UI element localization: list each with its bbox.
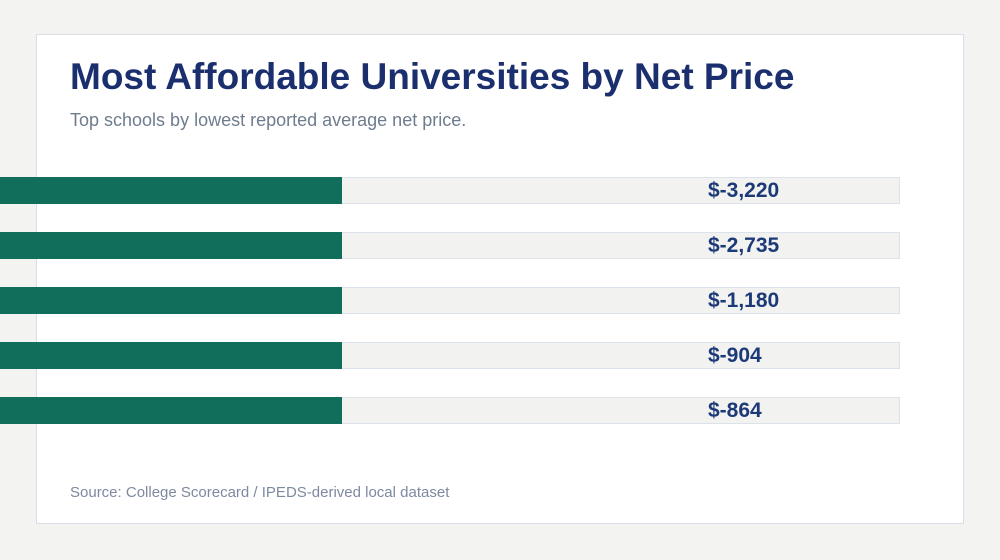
chart-card — [36, 34, 964, 524]
chart-title: Most Affordable Universities by Net Pric… — [70, 56, 795, 97]
source-note: Source: College Scorecard / IPEDS-derive… — [70, 484, 450, 501]
chart-subtitle: Top schools by lowest reported average n… — [70, 110, 467, 130]
